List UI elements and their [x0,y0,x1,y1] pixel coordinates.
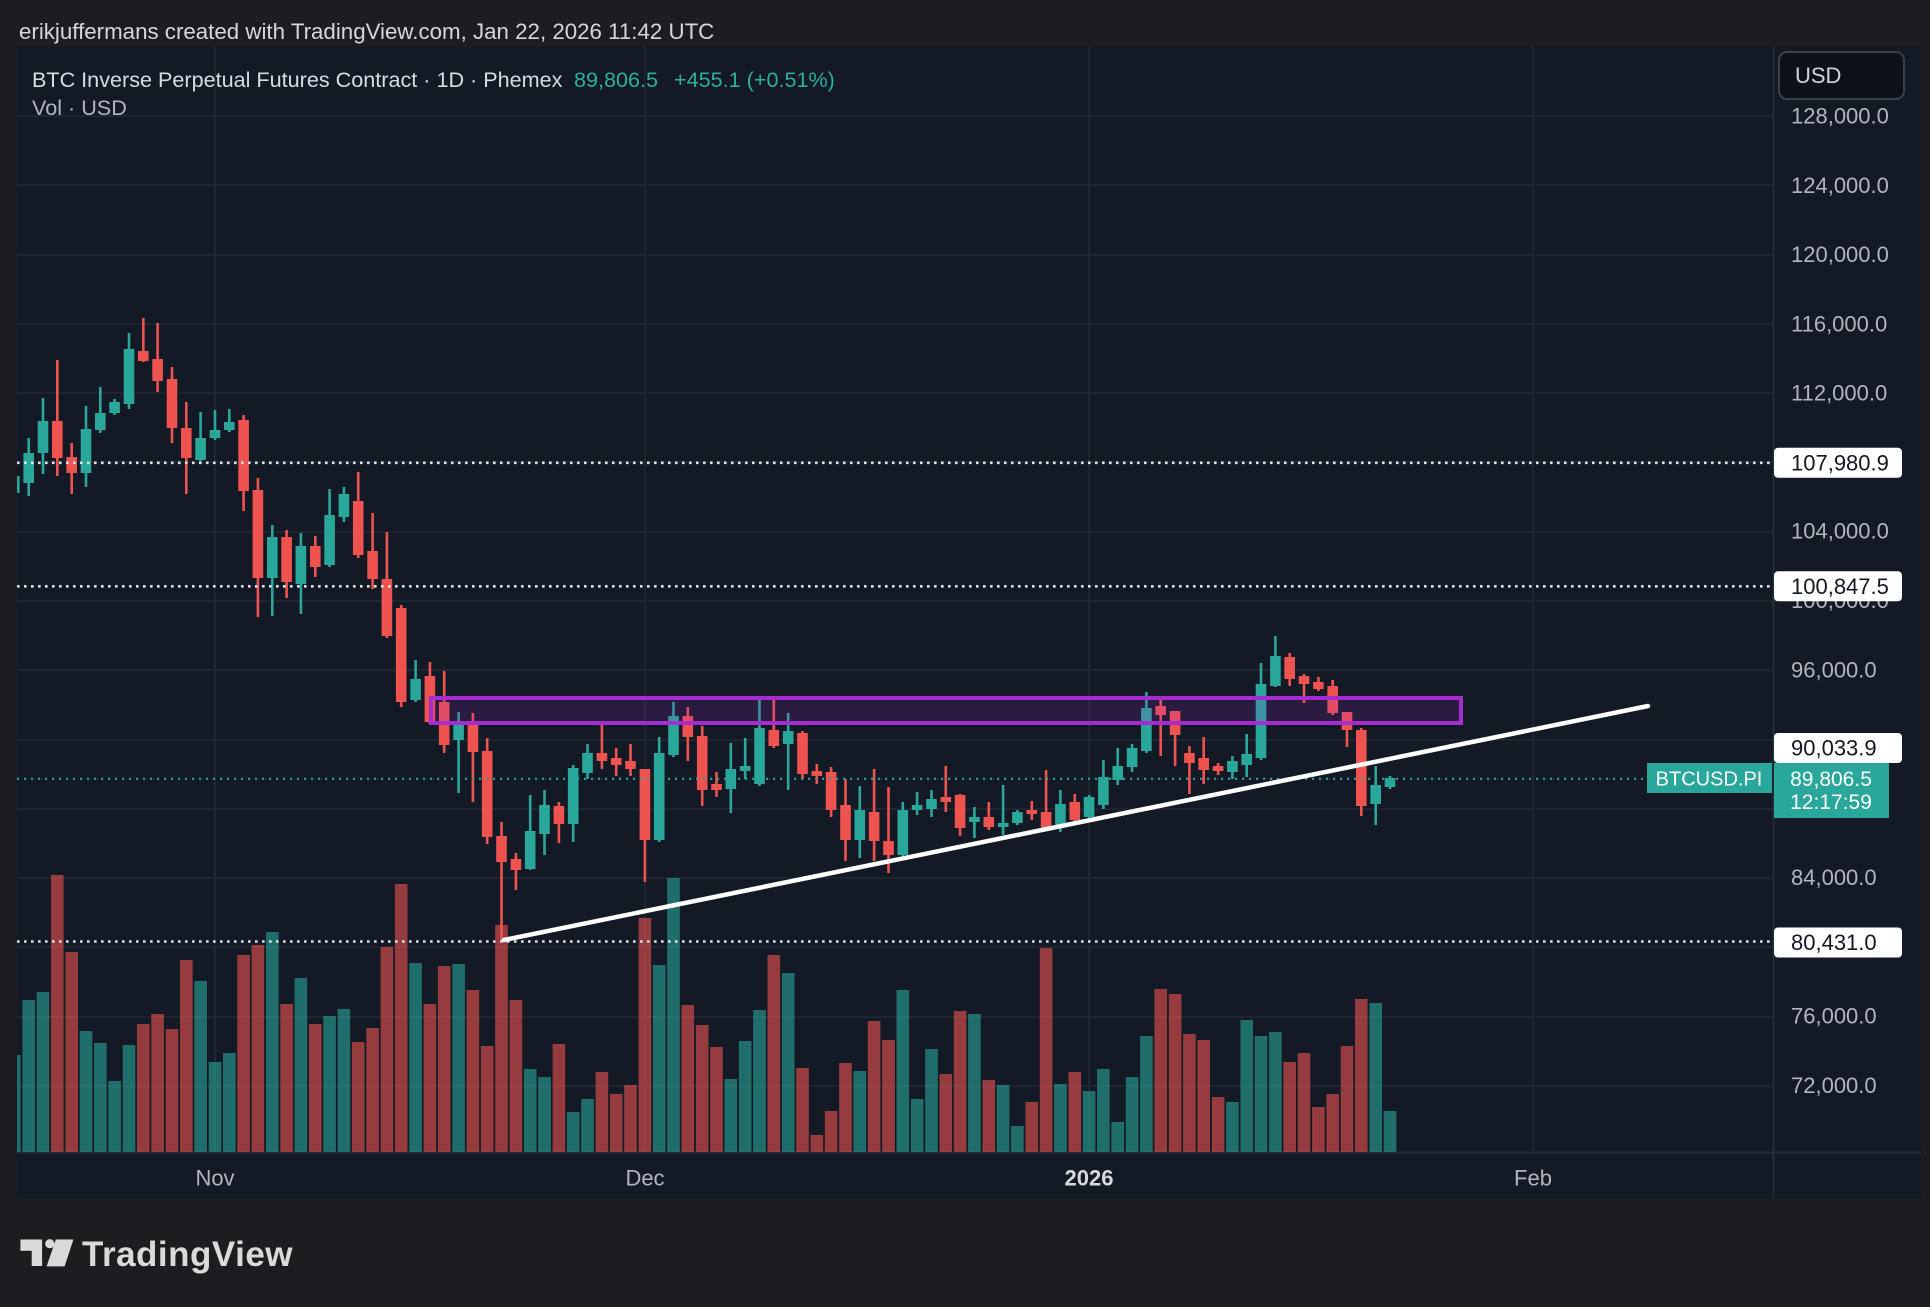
svg-text:USD: USD [1795,63,1841,88]
svg-text:104,000.0: 104,000.0 [1791,519,1889,544]
svg-text:erikjuffermans created with Tr: erikjuffermans created with TradingView.… [19,19,714,44]
svg-text:128,000.0: 128,000.0 [1791,104,1889,129]
svg-text:112,000.0: 112,000.0 [1791,381,1887,406]
svg-text:Nov: Nov [195,1166,234,1191]
svg-text:Feb: Feb [1514,1166,1552,1191]
svg-text:Vol · USD: Vol · USD [32,95,127,120]
svg-text:89,806.5: 89,806.5 [1790,768,1872,791]
svg-text:BTC Inverse Perpetual Futures: BTC Inverse Perpetual Futures Contract ·… [32,67,563,92]
svg-text:120,000.0: 120,000.0 [1791,242,1889,267]
svg-text:100,847.5: 100,847.5 [1791,574,1889,599]
svg-text:2026: 2026 [1065,1166,1114,1191]
svg-text:80,431.0: 80,431.0 [1791,930,1877,955]
svg-text:84,000.0: 84,000.0 [1791,865,1877,890]
svg-text:12:17:59: 12:17:59 [1790,791,1872,814]
svg-text:76,000.0: 76,000.0 [1791,1004,1877,1029]
svg-text:+455.1 (+0.51%): +455.1 (+0.51%) [674,67,835,92]
svg-text:116,000.0: 116,000.0 [1791,311,1887,336]
svg-text:BTCUSD.PI: BTCUSD.PI [1656,769,1763,791]
svg-text:90,033.9: 90,033.9 [1791,736,1877,761]
svg-text:Dec: Dec [625,1166,664,1191]
svg-text:107,980.9: 107,980.9 [1791,450,1889,475]
svg-text:96,000.0: 96,000.0 [1791,657,1877,682]
svg-text:89,806.5: 89,806.5 [574,67,658,92]
svg-text:124,000.0: 124,000.0 [1791,173,1889,198]
svg-text:TradingView: TradingView [82,1235,293,1274]
svg-text:72,000.0: 72,000.0 [1791,1073,1877,1098]
